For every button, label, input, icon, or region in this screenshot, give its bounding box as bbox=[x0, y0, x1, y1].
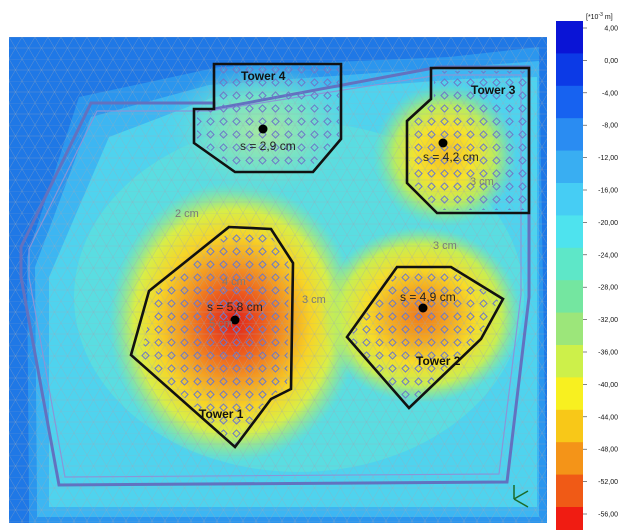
legend-value-label: -4,00 bbox=[602, 90, 618, 97]
legend-value-label: -44,00 bbox=[598, 414, 618, 421]
tower-1-outline bbox=[129, 225, 295, 449]
piles-tower-2 bbox=[349, 270, 499, 405]
legend-swatch bbox=[556, 150, 583, 184]
tower-2-outline bbox=[345, 265, 505, 410]
legend-swatch bbox=[556, 280, 583, 314]
legend-value-label: -40,00 bbox=[598, 382, 618, 389]
legend-labels: 4,00 0,00 -4,00 -8,00 -12,00 -16,00 -20,00 -24,… bbox=[583, 26, 618, 519]
tower-3-label: Tower 3 bbox=[471, 83, 516, 97]
piles-tower-1 bbox=[141, 231, 289, 445]
contour-label-5cm: 5 cm bbox=[209, 318, 233, 330]
tower-3-outline bbox=[405, 66, 531, 215]
settlement-contour-plot: Tower 4 Tower 3 Tower 1 Tower 2 s = 2,9 … bbox=[9, 37, 547, 523]
contour-label-4cm: 4 cm bbox=[222, 276, 246, 288]
legend-value-label: 4,00 bbox=[604, 26, 618, 33]
color-legend: [*10-3 m] 4,00 0,00 -4,00 -8,00 -12,00 -16,00… bbox=[556, 12, 618, 530]
legend-swatch bbox=[556, 21, 583, 54]
tower-1-label: Tower 1 bbox=[199, 407, 244, 421]
tower-4-center bbox=[258, 124, 268, 134]
legend-swatch bbox=[556, 345, 583, 378]
tower-3-settlement: s = 4,2 cm bbox=[423, 150, 479, 164]
contour-label-3cm-a: 3 cm bbox=[302, 294, 326, 306]
legend-value-label: -56,00 bbox=[598, 512, 618, 519]
tower-1-settlement: s = 5,8 cm bbox=[207, 300, 263, 314]
contour-label-3cm-c: 3 cm bbox=[470, 176, 494, 188]
legend-value-label: -12,00 bbox=[598, 155, 618, 162]
piles-tower-3 bbox=[409, 71, 527, 210]
contour-label-2cm: 2 cm bbox=[175, 208, 199, 220]
legend-swatch bbox=[556, 474, 583, 508]
legend-value-label: -20,00 bbox=[598, 220, 618, 227]
legend-value-label: -36,00 bbox=[598, 350, 618, 357]
legend-value-label: -24,00 bbox=[598, 252, 618, 259]
legend-swatch bbox=[556, 507, 583, 530]
tower-2-center bbox=[418, 303, 428, 313]
legend-value-label: -48,00 bbox=[598, 447, 618, 454]
legend-swatch bbox=[556, 85, 583, 119]
legend-swatch bbox=[556, 409, 583, 443]
legend-unit: [*10-3 m] bbox=[586, 12, 613, 21]
tower-4-settlement: s = 2,9 cm bbox=[240, 139, 296, 153]
legend-swatch bbox=[556, 118, 583, 152]
legend-swatch bbox=[556, 247, 583, 281]
legend-swatch bbox=[556, 312, 583, 346]
legend-value-label: -32,00 bbox=[598, 317, 618, 324]
legend-value-label: -8,00 bbox=[602, 123, 618, 130]
legend-swatch bbox=[556, 215, 583, 249]
legend-value-label: -52,00 bbox=[598, 479, 618, 486]
tower-3-center bbox=[438, 138, 448, 148]
legend-swatch bbox=[556, 442, 583, 476]
tower-2-label: Tower 2 bbox=[416, 354, 461, 368]
contour-label-3cm-b: 3 cm bbox=[433, 240, 457, 252]
legend-value-label: 0,00 bbox=[604, 58, 618, 65]
piles-tower-4 bbox=[197, 67, 339, 169]
legend-swatches bbox=[556, 21, 583, 530]
tower-2-settlement: s = 4,9 cm bbox=[400, 290, 456, 304]
tower-4-label: Tower 4 bbox=[241, 69, 286, 83]
legend-value-label: -16,00 bbox=[598, 188, 618, 195]
tower-4-outline bbox=[192, 62, 343, 174]
legend-value-label: -28,00 bbox=[598, 285, 618, 292]
tower-1-center bbox=[230, 315, 240, 325]
legend-swatch bbox=[556, 183, 583, 216]
legend-swatch bbox=[556, 377, 583, 411]
axis-triad-icon bbox=[513, 485, 529, 508]
legend-swatch bbox=[556, 53, 583, 87]
